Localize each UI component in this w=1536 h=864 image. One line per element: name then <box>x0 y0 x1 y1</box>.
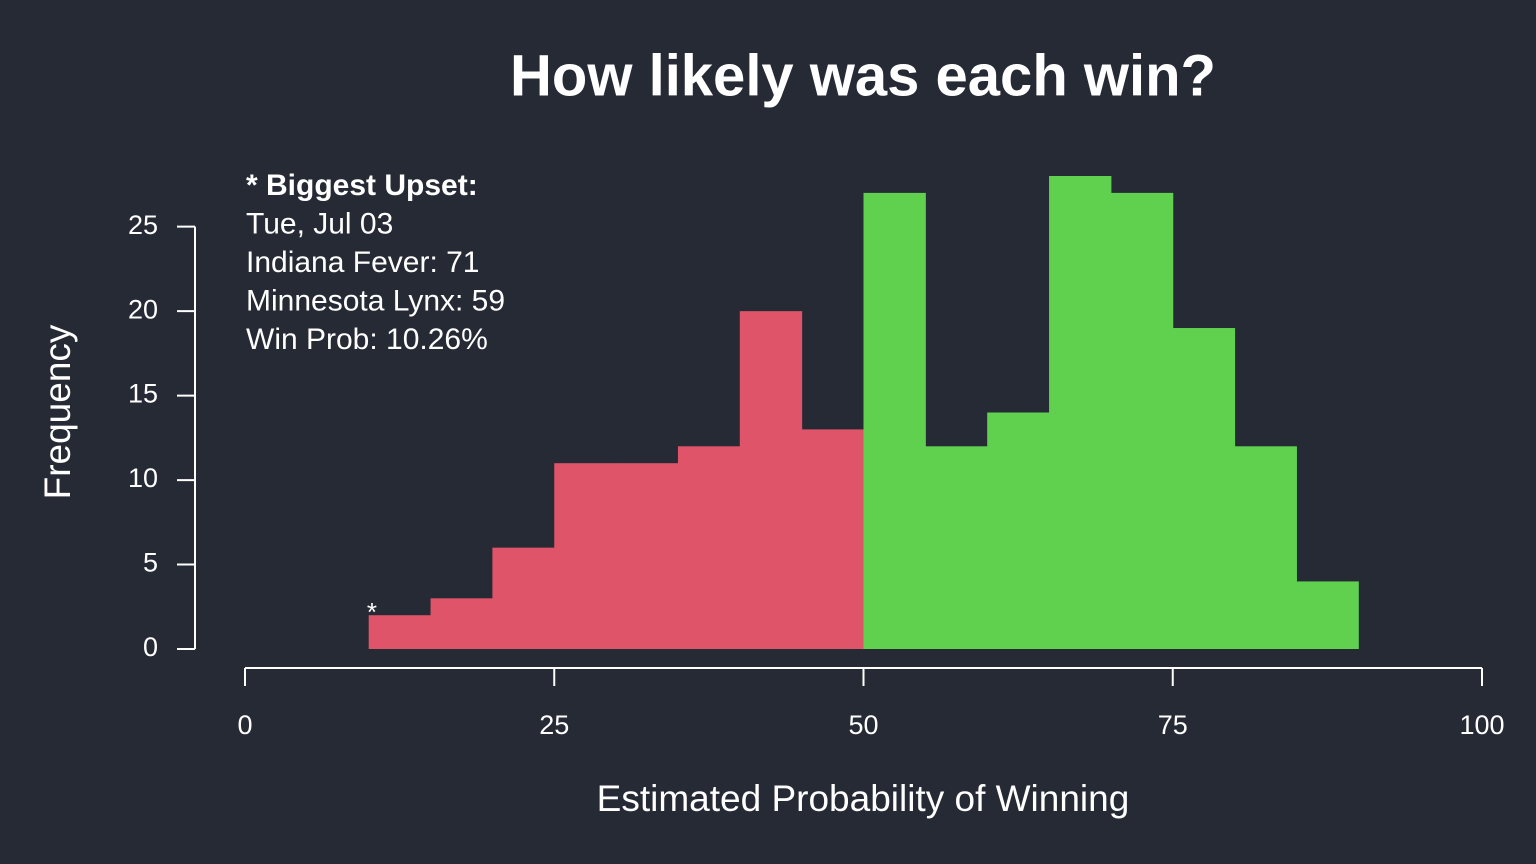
y-tick-label: 10 <box>128 463 158 493</box>
y-tick-label: 0 <box>143 632 158 662</box>
histogram-bar <box>616 463 679 649</box>
histogram-bar <box>987 412 1050 649</box>
annotation-line: Win Prob: 10.26% <box>246 323 488 356</box>
histogram-bar <box>677 446 741 649</box>
histogram-bar <box>739 311 803 649</box>
histogram-bar <box>1172 328 1236 649</box>
annotation-line: Indiana Fever: 71 <box>246 246 479 279</box>
x-tick-label: 0 <box>237 710 252 740</box>
annotation-line: Minnesota Lynx: 59 <box>246 284 505 317</box>
annotation-line: Tue, Jul 03 <box>246 207 393 240</box>
histogram-bar <box>1234 446 1297 649</box>
histogram-bar <box>554 463 617 649</box>
y-tick-label: 20 <box>128 294 158 324</box>
histogram-bar <box>430 598 493 649</box>
x-tick-label: 100 <box>1459 710 1504 740</box>
histogram-bar <box>863 192 926 649</box>
histogram-bar <box>1110 192 1174 649</box>
x-tick-label: 25 <box>539 710 569 740</box>
annotation-heading: * Biggest Upset: <box>246 169 478 202</box>
x-tick-label: 50 <box>848 710 878 740</box>
histogram-bar <box>492 547 555 649</box>
histogram-bar <box>925 446 988 649</box>
chart-title: How likely was each win? <box>510 43 1216 108</box>
y-tick-label: 5 <box>143 548 158 578</box>
y-axis-label: Frequency <box>37 324 78 499</box>
x-axis-label: Estimated Probability of Winning <box>597 778 1130 819</box>
x-tick-label: 75 <box>1158 710 1188 740</box>
histogram-bar <box>1296 581 1359 649</box>
y-tick-label: 15 <box>128 379 158 409</box>
y-tick-label: 25 <box>128 210 158 240</box>
upset-marker: * <box>367 597 377 627</box>
histogram-bar <box>801 429 864 649</box>
histogram-bar <box>368 615 432 649</box>
histogram-bar <box>1049 176 1112 649</box>
